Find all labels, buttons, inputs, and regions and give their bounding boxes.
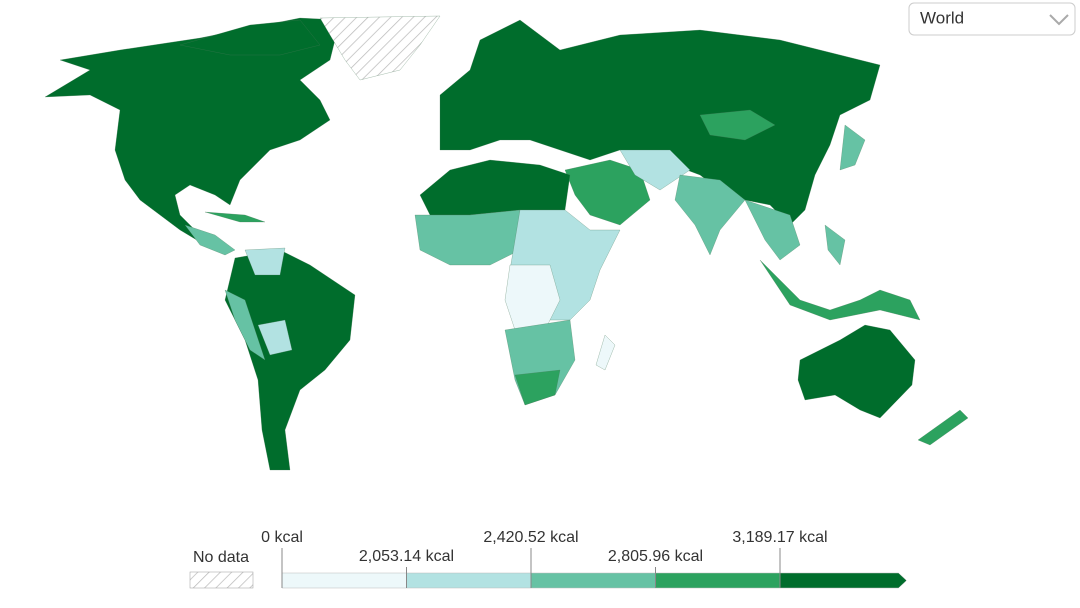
legend-label: 2,805.96 kcal	[608, 548, 703, 565]
legend-label: 2,053.14 kcal	[359, 548, 454, 565]
legend-bin	[281, 572, 407, 589]
new-zealand	[917, 409, 969, 446]
legend-bin	[779, 572, 907, 589]
australia	[797, 324, 916, 419]
india	[674, 174, 746, 256]
no-data-swatch	[189, 571, 254, 589]
legend-label: 2,420.52 kcal	[483, 529, 578, 546]
greenland	[319, 15, 441, 81]
legend-label: 3,189.17 kcal	[732, 529, 827, 546]
no-data-label: No data	[193, 549, 249, 566]
arctic-islands	[179, 19, 321, 56]
middle-east	[564, 159, 651, 226]
madagascar	[595, 334, 616, 371]
indonesia	[759, 259, 921, 321]
philippines	[824, 224, 846, 266]
caribbean	[204, 211, 266, 223]
legend-bin	[406, 572, 532, 589]
eurasia	[439, 19, 881, 226]
legend-bin	[530, 572, 656, 589]
dropdown-chevron[interactable]	[1049, 14, 1069, 26]
legend: No data 0 kcal 2,053.14 kcal 2,420.52 kcal…	[189, 529, 907, 589]
region-selector[interactable]: World	[908, 2, 1076, 36]
legend-bin	[655, 572, 781, 589]
bolivia	[257, 319, 293, 356]
dropdown-box[interactable]	[908, 2, 1076, 36]
japan	[839, 124, 866, 171]
mongolia	[699, 109, 776, 141]
legend-label: 0 kcal	[261, 529, 303, 546]
south-america	[224, 249, 356, 471]
west-africa	[414, 209, 521, 266]
southeast-asia	[744, 199, 801, 261]
central-asia	[619, 149, 691, 191]
north-america	[44, 17, 341, 251]
central-america	[184, 224, 236, 256]
north-africa	[419, 159, 571, 216]
andes-west	[224, 289, 266, 361]
venezuela	[244, 247, 286, 276]
south-africa	[514, 369, 561, 406]
world-map	[44, 15, 969, 471]
dropdown-label[interactable]: World	[920, 8, 964, 27]
